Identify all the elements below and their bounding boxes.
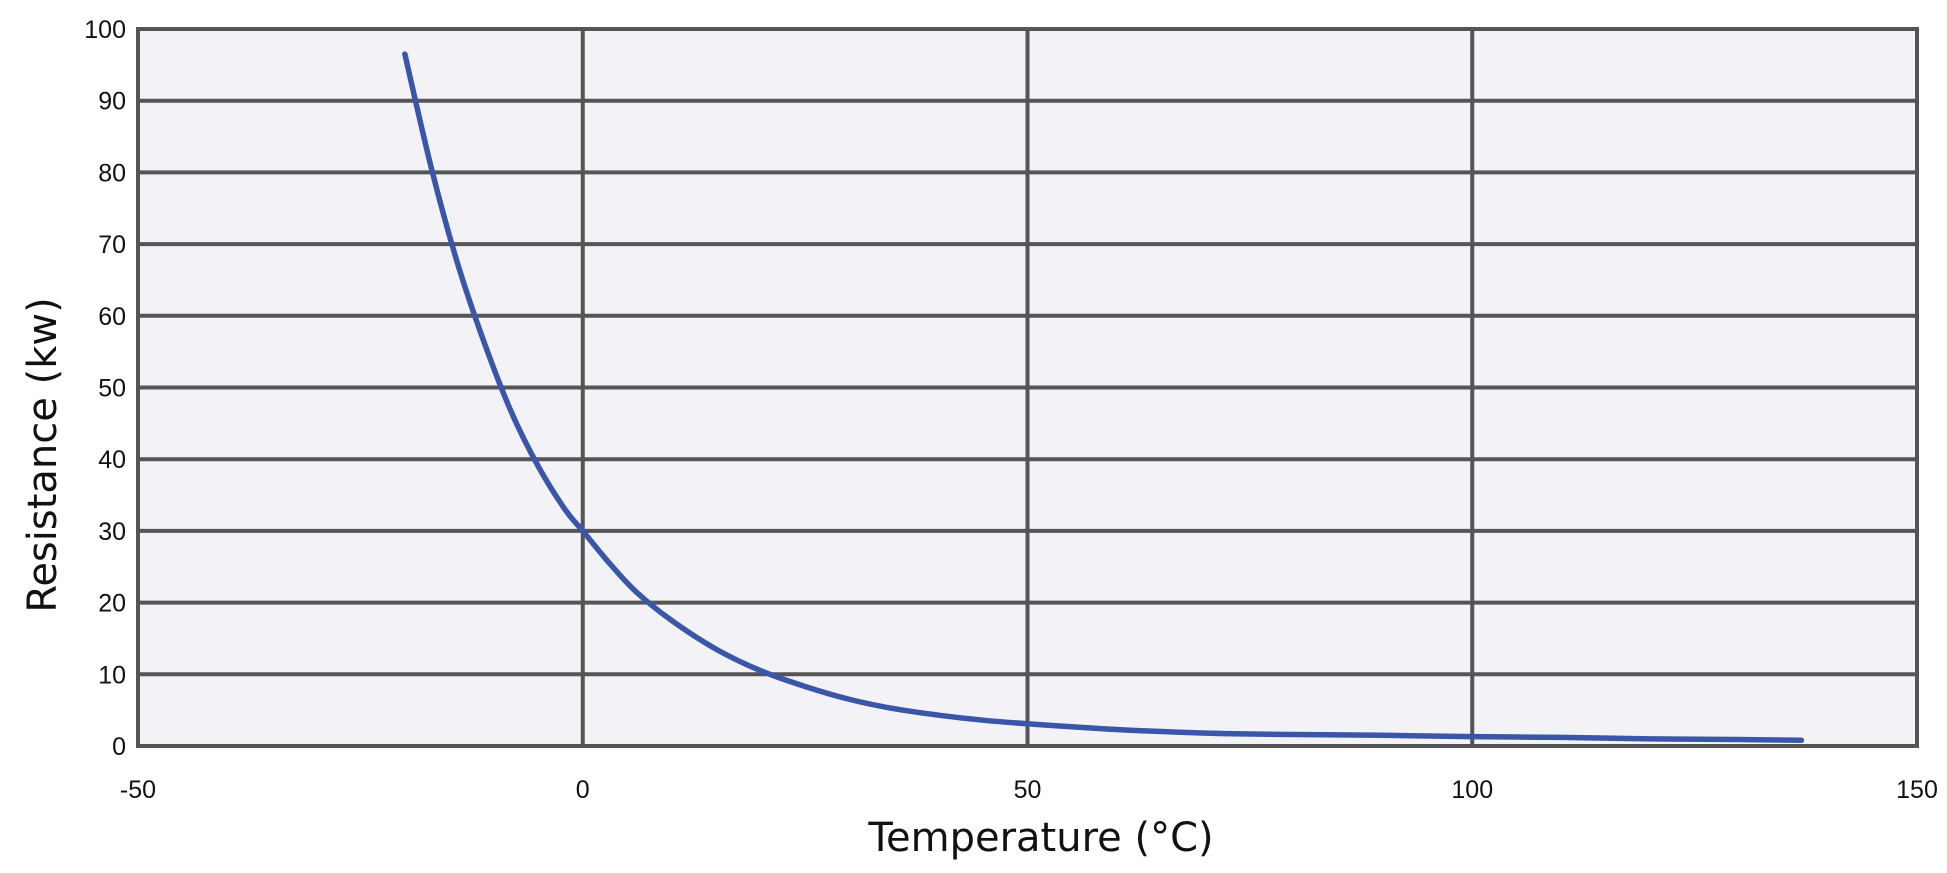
x-tick-label: -50: [120, 776, 156, 804]
data-point: [536, 464, 541, 469]
y-tick-label: 60: [98, 303, 126, 331]
y-tick-label: 90: [98, 88, 126, 116]
series-line-resistance: [402, 51, 1805, 744]
data-point: [1559, 735, 1564, 740]
data-point: [580, 528, 585, 533]
data-point: [1114, 727, 1119, 732]
x-tick-label: 50: [1014, 776, 1042, 804]
data-point: [634, 589, 639, 594]
y-tick-label: 30: [98, 518, 126, 546]
data-point: [1381, 733, 1386, 738]
y-tick-label: 80: [98, 159, 126, 187]
x-tick-label: 100: [1451, 776, 1493, 804]
data-point: [429, 166, 434, 171]
data-point: [758, 668, 763, 673]
x-tick-label: 150: [1896, 776, 1938, 804]
data-point: [482, 342, 487, 347]
data-point: [456, 263, 461, 268]
data-point: [1799, 738, 1804, 743]
y-tick-label: 40: [98, 446, 126, 474]
data-point: [1470, 734, 1475, 739]
data-point: [562, 507, 567, 512]
y-tick-label: 100: [84, 16, 126, 44]
data-point: [936, 713, 941, 718]
y-tick-label: 70: [98, 231, 126, 259]
y-tick-label: 20: [98, 590, 126, 618]
series-layer: [402, 51, 1805, 744]
data-point: [1203, 731, 1208, 736]
data-point: [509, 410, 514, 415]
data-point: [1025, 721, 1030, 726]
data-point: [1737, 737, 1742, 742]
y-tick-labels: 0 10 20 30 40 50 60 70 80 90 100: [84, 16, 126, 761]
data-point: [714, 647, 719, 652]
data-point: [669, 618, 674, 623]
y-tick-label: 10: [98, 661, 126, 689]
y-axis-title: Resistance (kw): [20, 297, 66, 612]
data-point: [892, 706, 897, 711]
y-tick-label: 0: [112, 733, 126, 761]
data-point: [402, 52, 407, 57]
data-point: [1292, 732, 1297, 737]
x-tick-label: 0: [576, 776, 590, 804]
data-point: [1648, 736, 1653, 741]
data-point: [981, 718, 986, 723]
y-tick-label: 50: [98, 375, 126, 403]
data-point: [847, 697, 852, 702]
data-point: [803, 684, 808, 689]
data-point: [607, 561, 612, 566]
x-tick-labels: -50 0 50 100 150: [120, 776, 1938, 804]
x-axis-title: Temperature (°C): [867, 815, 1213, 861]
